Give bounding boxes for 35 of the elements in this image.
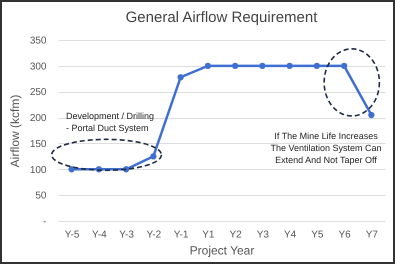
y-tick-label: 250 (30, 87, 47, 98)
point (204, 62, 212, 70)
point (232, 62, 238, 70)
x-tick-label: Y2 (230, 230, 242, 240)
y-tick-label: 150 (30, 138, 47, 150)
point (177, 74, 184, 80)
annotation: If The Mine Life Increases The Ventilation System Can Extend And Not Taper Off (270, 131, 382, 165)
point (314, 62, 320, 70)
y-tick-label: 200 (30, 113, 47, 124)
x-tick-label: Y-3 (119, 230, 134, 240)
point (150, 153, 157, 160)
point (286, 62, 293, 70)
point (368, 112, 375, 118)
annotation: Development / Drilling - Portal Duct System (66, 111, 154, 133)
x-tick-label: Y-5 (64, 230, 80, 240)
x-axis-title: Project Year (190, 244, 254, 258)
x-tick-label: Y-4 (92, 230, 108, 240)
y-tick-label: 50 (35, 190, 47, 202)
x-tick-label: Y-1 (174, 230, 189, 240)
y-tick-label: - (43, 216, 46, 228)
point (68, 166, 75, 172)
x-tick-label: Y4 (284, 230, 297, 240)
x-tick-label: Y1 (202, 230, 215, 240)
chart-title: General Airflow Requirement (126, 9, 318, 26)
y-tick-label: 350 (30, 36, 47, 46)
point (259, 62, 266, 70)
x-tick-label: Y3 (256, 230, 270, 240)
x-tick-label: Y6 (338, 230, 352, 240)
x-tick-label: Y7 (366, 230, 378, 240)
x-tick-label: Y-2 (146, 230, 162, 240)
y-tick-label: 100 (30, 164, 47, 176)
x-tick-label: Y5 (311, 230, 324, 240)
point (340, 62, 348, 70)
y-axis-title: Airflow (kcfm) (8, 94, 22, 168)
y-tick-label: 300 (30, 61, 47, 72)
